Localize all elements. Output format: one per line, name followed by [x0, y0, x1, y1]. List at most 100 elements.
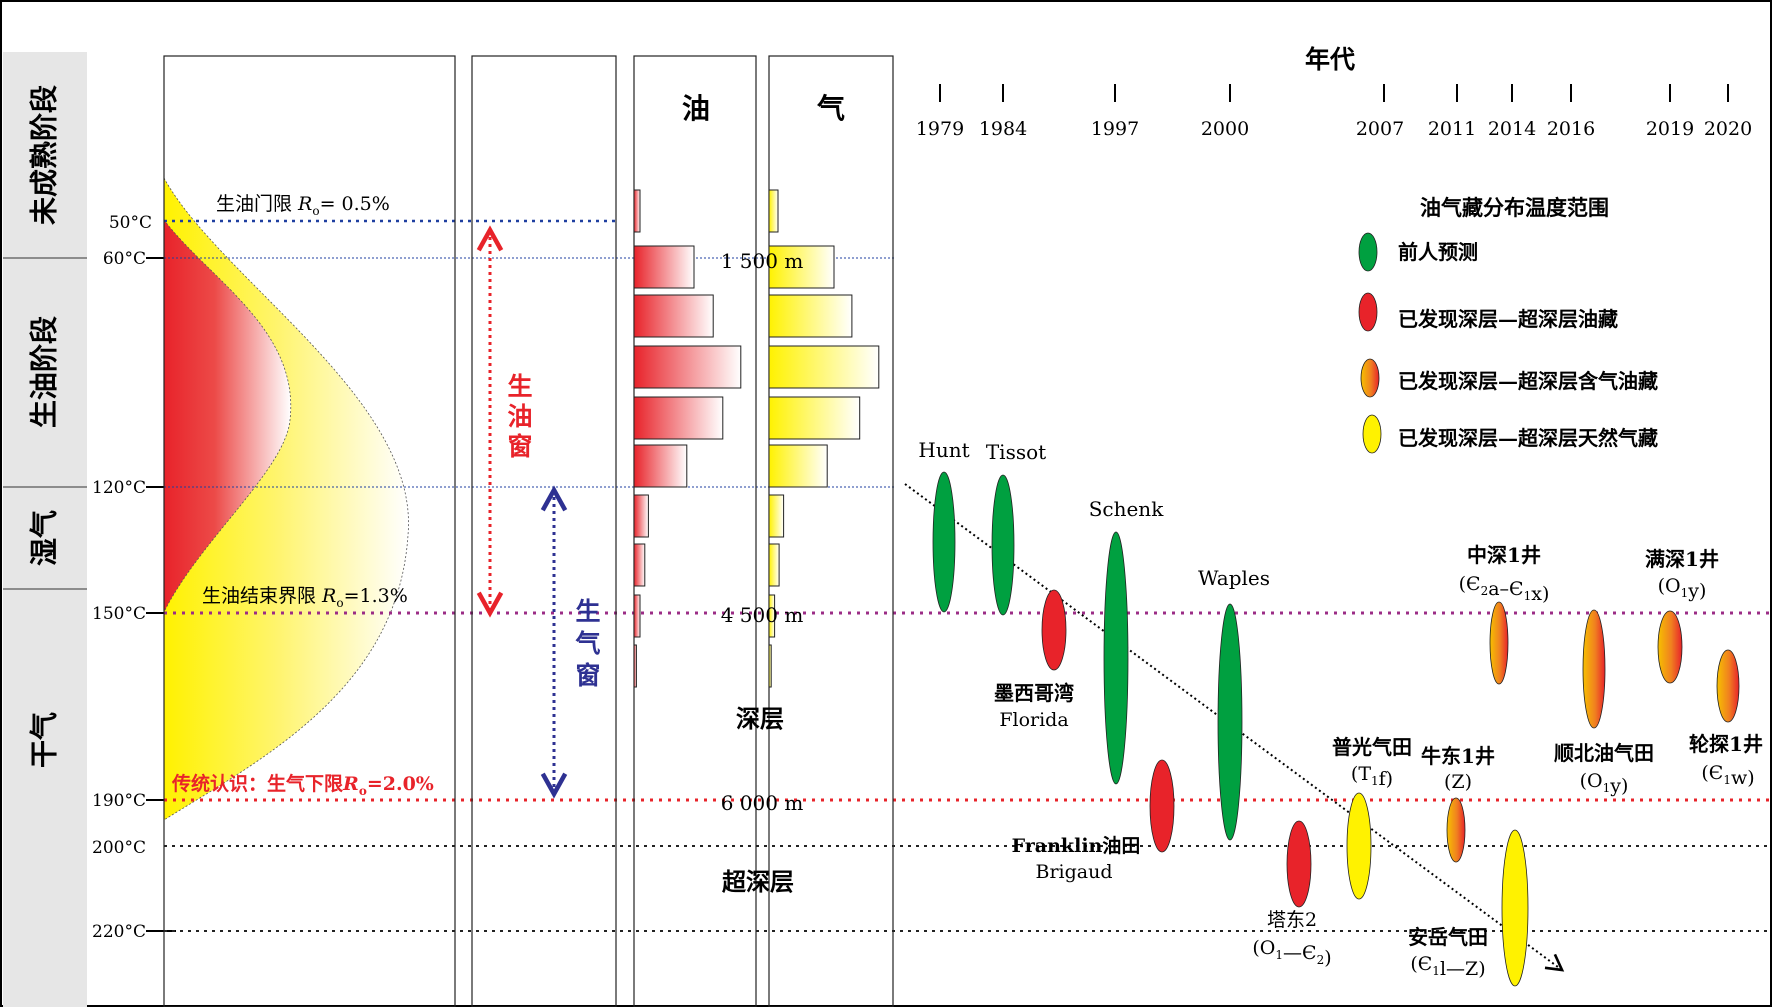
year-1984: 1984	[979, 84, 1027, 140]
oil-window-label-1: 生	[507, 372, 532, 401]
year-label: 1997	[1091, 118, 1139, 140]
oil-bars	[633, 189, 742, 688]
depth-6000: 6 000 m	[721, 791, 804, 815]
year-1979: 1979	[916, 84, 964, 140]
puguang-gas-ellipse	[1346, 792, 1372, 900]
shunbei-oil-gas-ellipse	[1582, 609, 1606, 729]
legend-gas-label: 已发现深层—超深层天然气藏	[1398, 426, 1658, 450]
stage-column-background	[3, 52, 87, 1007]
oil-bar	[633, 245, 695, 289]
threshold-labels: 生油门限 Ro= 0.5% 生油结束界限 Ro=1.3% 传统认识：生气下限Ro…	[171, 193, 434, 798]
year-2020: 2020	[1704, 84, 1752, 140]
timeline-title: 年代	[1305, 45, 1355, 74]
puguang-strat: (T1f)	[1351, 763, 1393, 790]
gas-bar	[768, 396, 861, 440]
tissot-prediction-ellipse	[991, 474, 1015, 616]
year-label: 2011	[1428, 118, 1476, 140]
oil-bar	[633, 345, 742, 389]
curve-column-box	[163, 55, 456, 1007]
franklin-oil-ellipse	[1149, 759, 1175, 853]
legend-prediction-label: 前人预测	[1398, 240, 1478, 264]
oil-window-label-3: 窗	[507, 432, 532, 461]
tadong-name: 塔东2	[1267, 909, 1317, 931]
stage-dry-gas: 干气	[28, 712, 61, 768]
year-1997: 1997	[1091, 84, 1139, 140]
timeline: 年代 1979 1984 1997 2000 2007 2011 2014 20…	[916, 45, 1752, 140]
year-2011: 2011	[1428, 84, 1476, 140]
year-label: 2016	[1547, 118, 1595, 140]
luntan-name: 轮探1井	[1689, 732, 1763, 756]
legend-oil-gas-swatch	[1360, 358, 1380, 398]
temp-label-200: 200°C	[92, 838, 146, 858]
franklin-label: Franklin油田	[1012, 835, 1141, 857]
gas-bar	[768, 294, 853, 338]
oil-window-label-2: 油	[507, 402, 532, 431]
tissot-label: Tissot	[986, 440, 1046, 464]
year-label: 2019	[1646, 118, 1694, 140]
temp-label-150: 150°C	[92, 604, 146, 624]
year-label: 2000	[1201, 118, 1249, 140]
waples-label: Waples	[1198, 566, 1270, 590]
temperature-axis: 50°C 60°C 120°C 150°C 190°C 200°C 220°C	[92, 213, 176, 942]
window-column-box	[471, 55, 617, 1007]
traditional-gas-limit-label: 传统认识：生气下限Ro=2.0%	[171, 772, 434, 798]
oil-bar	[633, 396, 724, 440]
gas-bar	[768, 494, 785, 538]
waples-prediction-ellipse	[1217, 603, 1243, 841]
depth-1500: 1 500 m	[721, 249, 804, 273]
year-2019: 2019	[1646, 84, 1694, 140]
legend: 油气藏分布温度范围 前人预测 已发现深层—超深层油藏 已发现深层—超深层含气油藏…	[1358, 195, 1658, 454]
niudong-name: 牛东1井	[1421, 744, 1495, 768]
mexico-florida-oil-ellipse	[1041, 589, 1067, 671]
zhongshen-oil-gas-ellipse	[1489, 601, 1509, 685]
tadong-oil-ellipse	[1286, 820, 1312, 908]
gas-bar	[768, 345, 880, 389]
stage-oil: 生油阶段	[28, 316, 61, 428]
trend-arrow	[904, 483, 1565, 972]
field-ellipses	[932, 471, 1740, 987]
tadong-strat: (O1—Є2)	[1252, 937, 1331, 969]
gas-column-box	[768, 55, 894, 1007]
legend-title: 油气藏分布温度范围	[1420, 195, 1609, 220]
temp-label-220: 220°C	[92, 922, 146, 942]
manshen-strat: (O1y)	[1658, 575, 1707, 602]
manshen-oil-gas-ellipse	[1657, 610, 1683, 684]
gas-bars	[768, 189, 880, 688]
niudong-oil-gas-ellipse	[1446, 797, 1466, 863]
gas-bar	[768, 644, 772, 688]
niudong-strat: (Z)	[1444, 771, 1472, 793]
year-label: 1984	[979, 118, 1027, 140]
oil-column-header: 油	[682, 92, 710, 125]
stage-column: 未成熟阶段 生油阶段 湿气 干气	[3, 52, 87, 1007]
oil-bar	[633, 189, 641, 233]
oil-generation-curve	[163, 218, 292, 613]
legend-prediction-swatch	[1358, 232, 1378, 272]
generation-windows: 生 油 窗 生 气 窗	[490, 230, 601, 794]
stage-immature: 未成熟阶段	[28, 85, 61, 225]
ultra-deep-zone-label: 超深层	[722, 867, 794, 896]
puguang-name: 普光气田	[1332, 735, 1412, 759]
year-label: 2007	[1356, 118, 1404, 140]
gas-column-header: 气	[816, 92, 845, 125]
gas-window-label-3: 窗	[575, 661, 600, 690]
shunbei-name: 顺北油气田	[1554, 741, 1654, 765]
depth-4500: 4 500 m	[721, 603, 804, 627]
temp-label-190: 190°C	[92, 791, 146, 811]
legend-oil-label: 已发现深层—超深层油藏	[1398, 307, 1618, 331]
field-labels: Hunt Tissot Schenk Waples 墨西哥湾 Florida F…	[918, 438, 1763, 980]
oil-bar	[633, 594, 641, 638]
temp-label-60: 60°C	[103, 249, 146, 269]
oil-bar	[633, 294, 714, 338]
legend-oil-swatch	[1358, 292, 1378, 332]
year-2000: 2000	[1201, 84, 1249, 140]
temp-label-120: 120°C	[92, 478, 146, 498]
anyue-name: 安岳气田	[1408, 925, 1488, 949]
anyue-strat: (Є1l—Z)	[1410, 953, 1485, 980]
schenk-prediction-ellipse	[1103, 531, 1129, 785]
stage-wet-gas: 湿气	[28, 510, 61, 566]
gas-bar	[768, 245, 835, 289]
hunt-prediction-ellipse	[932, 471, 956, 613]
luntan-strat: (Є1w)	[1701, 762, 1754, 789]
oil-bar	[633, 444, 688, 488]
